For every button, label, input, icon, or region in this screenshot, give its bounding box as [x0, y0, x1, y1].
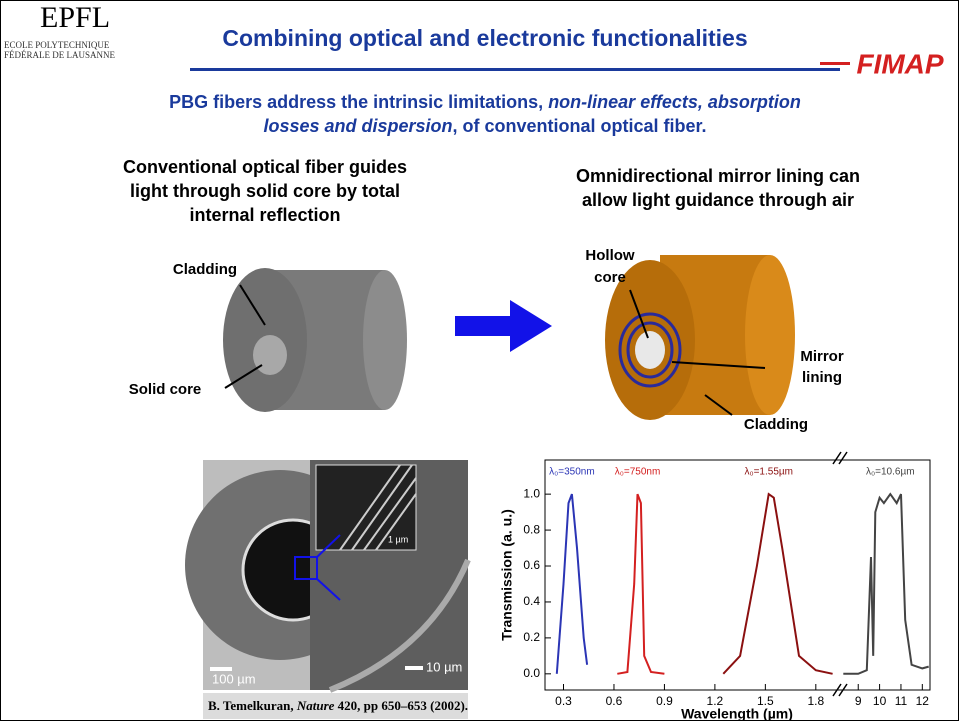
- x-tick-label: 12: [916, 694, 930, 708]
- legend-label: λ₀=1.55µm: [744, 467, 793, 478]
- fiber-end: [745, 255, 795, 415]
- label: Mirror: [800, 348, 844, 365]
- logo-text: ECOLE POLYTECHNIQUE: [4, 40, 110, 50]
- y-axis-label: Transmission (a. u.): [499, 509, 515, 640]
- label: Solid core: [129, 381, 202, 398]
- y-tick-label: 0.4: [523, 594, 540, 608]
- logo-fimap: FIMAP: [856, 48, 943, 79]
- label: Cladding: [173, 261, 237, 278]
- caption: Omnidirectional mirror lining can: [576, 166, 860, 186]
- legend-label: λ₀=750nm: [615, 467, 661, 478]
- page: body { margin: 0; width: 959px; height: …: [0, 0, 959, 721]
- caption: allow light guidance through air: [582, 190, 854, 210]
- subtitle-part: PBG fibers address the intrinsic limitat…: [169, 92, 548, 112]
- y-tick-label: 0.8: [523, 522, 540, 536]
- y-tick-label: 0.6: [523, 558, 540, 572]
- citation-part: Nature: [296, 698, 335, 713]
- x-tick-label: 11: [895, 694, 908, 708]
- fiber-end: [363, 270, 407, 410]
- y-tick-label: 0.0: [523, 666, 540, 680]
- y-tick-label: 0.2: [523, 630, 540, 644]
- x-tick-label: 0.3: [555, 694, 572, 708]
- subtitle: PBG fibers address the intrinsic limitat…: [169, 92, 801, 112]
- label: lining: [802, 369, 842, 386]
- x-tick-label: 10: [873, 694, 887, 708]
- subtitle: losses and dispersion, of conventional o…: [263, 116, 706, 136]
- subtitle-part: , of conventional optical fiber.: [453, 116, 707, 136]
- scale-bar: [405, 666, 423, 670]
- label: Hollow: [585, 247, 634, 264]
- label: core: [594, 269, 626, 286]
- title-rule: [190, 68, 840, 71]
- legend-label: λ₀=350nm: [549, 467, 595, 478]
- scale-bar: [210, 667, 232, 671]
- x-axis-label: Wavelength (µm): [681, 706, 793, 721]
- citation-part: B. Temelkuran,: [208, 698, 297, 713]
- slide-body: {"header": {"logo_left": "EPFL", "logo_l…: [0, 0, 959, 721]
- hollow-core: [635, 331, 665, 369]
- scale-label: 10 µm: [426, 659, 462, 674]
- logo-stripes: [820, 62, 850, 65]
- citation-part: 420, pp 650–653 (2002).: [334, 698, 468, 713]
- logo-text: FÉDÉRALE DE LAUSANNE: [4, 50, 115, 60]
- x-tick-label: 0.6: [606, 694, 623, 708]
- scale-label: 100 µm: [212, 671, 256, 686]
- caption: light through solid core by total: [130, 181, 400, 201]
- label: Cladding: [744, 416, 808, 433]
- logo-epfl: EPFL: [40, 1, 110, 34]
- legend-label: λ₀=10.6µm: [866, 467, 915, 478]
- x-tick-label: 9: [855, 694, 862, 708]
- caption: internal reflection: [189, 205, 340, 225]
- scale-label: 1 µm: [388, 534, 408, 544]
- x-tick-label: 1.8: [807, 694, 824, 708]
- title: Combining optical and electronic functio…: [222, 25, 747, 51]
- slide: EPFL ECOLE POLYTECHNIQUE FÉDÉRALE DE LAU…: [0, 0, 959, 721]
- x-tick-label: 0.9: [656, 694, 673, 708]
- y-tick-label: 1.0: [523, 486, 540, 500]
- subtitle-part: losses and dispersion: [263, 116, 452, 136]
- fiber-core: [253, 335, 287, 375]
- caption: Conventional optical fiber guides: [123, 157, 407, 177]
- subtitle-part: non-linear effects, absorption: [548, 92, 801, 112]
- citation: B. Temelkuran, Nature 420, pp 650–653 (2…: [208, 698, 468, 713]
